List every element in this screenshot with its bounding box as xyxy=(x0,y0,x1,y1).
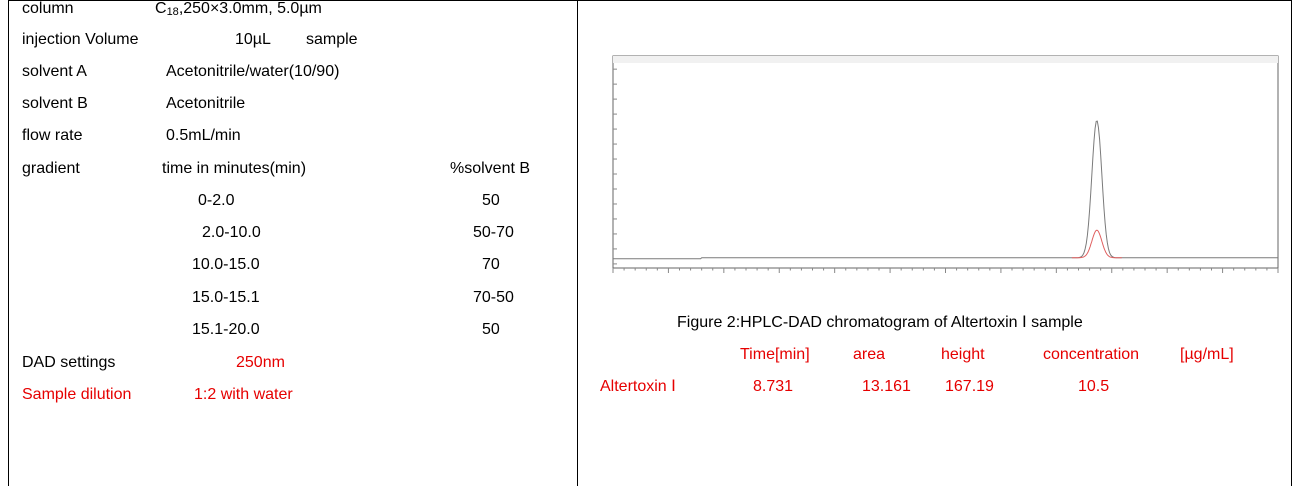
gradient-row-b: 70-50 xyxy=(473,289,514,306)
results-header-area: area xyxy=(853,346,886,363)
results-header-unit: [µg/mL] xyxy=(1180,346,1234,363)
solvent-a-label: solvent A xyxy=(22,63,87,80)
chromatogram-chart xyxy=(612,55,1279,273)
results-header-height: height xyxy=(941,346,985,363)
solvent-a-value: Acetonitrile/water(10/90) xyxy=(166,63,340,80)
peak-integration xyxy=(1071,229,1122,259)
gradient-col-b: %solvent B xyxy=(450,160,531,177)
gradient-row-b: 50 xyxy=(482,321,500,338)
figure-caption: Figure 2:HPLC-DAD chromatogram of Altert… xyxy=(677,314,1083,331)
y-axis-ticks xyxy=(613,68,617,265)
gradient-row-time: 2.0-10.0 xyxy=(202,224,261,241)
gradient-row-b: 50 xyxy=(482,192,500,209)
column-label: column xyxy=(22,0,74,17)
gradient-row-time: 15.1-20.0 xyxy=(192,321,260,338)
document-frame xyxy=(8,0,1292,486)
injection-value: 10µL xyxy=(235,31,271,48)
dad-value: 250nm xyxy=(236,354,285,371)
column-divider xyxy=(577,0,578,486)
gradient-label: gradient xyxy=(22,160,80,177)
solvent-b-value: Acetonitrile xyxy=(166,95,246,112)
x-axis-ticks xyxy=(612,268,1279,273)
dilution-label: Sample dilution xyxy=(22,386,132,403)
dad-label: DAD settings xyxy=(22,354,116,371)
gradient-row-time: 15.0-15.1 xyxy=(192,289,260,306)
injection-extra: sample xyxy=(306,31,358,48)
chromatogram-trace xyxy=(613,120,1278,260)
dilution-value: 1:2 with water xyxy=(194,386,293,403)
column-value: C18,250×3.0mm, 5.0µm xyxy=(155,0,322,18)
results-row-label: Altertoxin Ⅰ xyxy=(600,378,676,395)
plot-frame xyxy=(612,55,1279,269)
results-header-concentration: concentration xyxy=(1043,346,1140,363)
flow-rate-label: flow rate xyxy=(22,127,83,144)
gradient-row-b: 50-70 xyxy=(473,224,514,241)
gradient-col-time: time in minutes(min) xyxy=(162,160,307,177)
solvent-b-label: solvent B xyxy=(22,95,88,112)
gradient-row-time: 10.0-15.0 xyxy=(192,256,260,273)
gradient-row-time: 0-2.0 xyxy=(198,192,235,209)
gradient-row-b: 70 xyxy=(482,256,500,273)
flow-rate-value: 0.5mL/min xyxy=(166,127,241,144)
results-time: 8.731 xyxy=(753,378,794,395)
injection-label: injection Volume xyxy=(22,31,139,48)
results-header-time: Time[min] xyxy=(740,346,810,363)
results-height: 167.19 xyxy=(945,378,994,395)
results-concentration: 10.5 xyxy=(1078,378,1110,395)
plot-header-strip xyxy=(613,56,1278,63)
results-area: 13.161 xyxy=(862,378,911,395)
